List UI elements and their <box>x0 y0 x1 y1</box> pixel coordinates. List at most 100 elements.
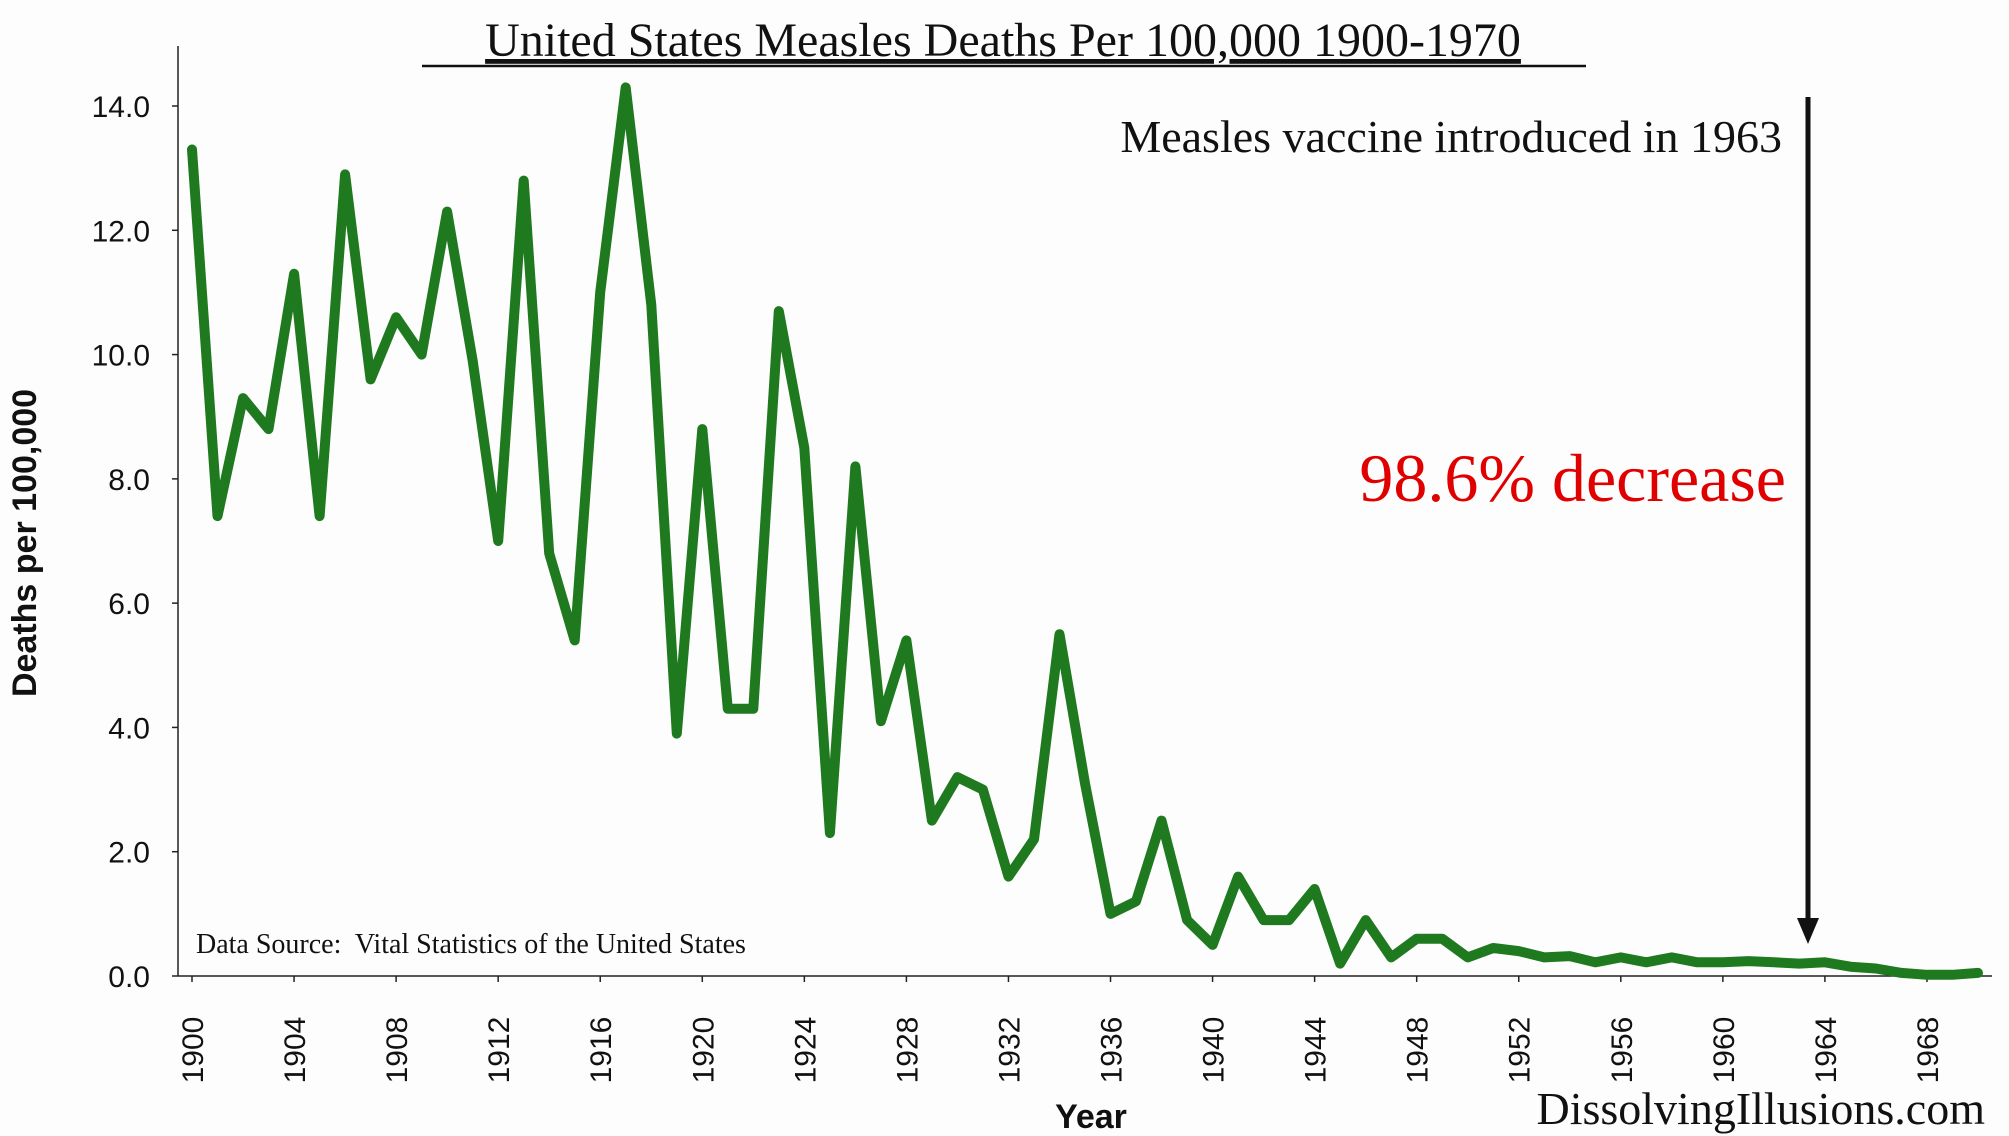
x-tick-label: 1936 <box>1096 1017 1129 1084</box>
data-point-1952 <box>1514 947 1523 956</box>
data-point-1927 <box>876 717 885 726</box>
data-point-1951 <box>1489 944 1498 953</box>
data-point-1939 <box>1183 916 1192 925</box>
data-point-1922 <box>749 704 758 713</box>
data-point-1965 <box>1846 962 1855 971</box>
data-point-1949 <box>1438 934 1447 943</box>
data-point-1966 <box>1871 964 1880 973</box>
data-point-1937 <box>1132 897 1141 906</box>
data-point-1970 <box>1974 968 1982 977</box>
data-point-1933 <box>1029 835 1038 844</box>
data-point-1934 <box>1055 630 1064 639</box>
y-axis-label: Deaths per 100,000 <box>6 389 44 697</box>
data-point-1954 <box>1565 952 1574 961</box>
data-point-1959 <box>1693 958 1702 967</box>
data-point-1914 <box>545 549 554 558</box>
data-point-1919 <box>672 729 681 738</box>
data-point-1905 <box>315 512 324 521</box>
data-point-1912 <box>494 537 503 545</box>
data-point-1945 <box>1336 959 1345 968</box>
data-point-1924 <box>800 443 809 452</box>
x-tick-label: 1964 <box>1810 1017 1843 1084</box>
data-point-1968 <box>1922 970 1931 979</box>
data-points <box>188 83 1982 979</box>
data-point-1964 <box>1820 958 1829 967</box>
decrease-annotation: 98.6% decrease <box>1359 440 1786 516</box>
data-point-1948 <box>1412 934 1421 943</box>
x-tick-label: 1908 <box>381 1017 414 1084</box>
x-tick-label: 1940 <box>1198 1017 1231 1084</box>
x-tick-label: 1960 <box>1708 1017 1741 1084</box>
x-tick-label: 1952 <box>1504 1017 1537 1084</box>
y-tick-label: 12.0 <box>92 215 150 248</box>
data-point-1904 <box>290 269 299 278</box>
x-tick-label: 1924 <box>789 1017 822 1084</box>
x-tick-label: 1956 <box>1606 1017 1639 1084</box>
data-point-1915 <box>570 636 579 645</box>
data-point-1950 <box>1463 953 1472 962</box>
data-point-1909 <box>417 350 426 359</box>
data-point-1901 <box>213 512 222 521</box>
data-point-1910 <box>443 207 452 216</box>
data-point-1955 <box>1591 958 1600 967</box>
y-tick-label: 0.0 <box>108 961 150 994</box>
data-point-1918 <box>647 300 656 309</box>
watermark: DissolvingIllusions.com <box>1536 1083 1985 1134</box>
data-point-1941 <box>1234 872 1243 881</box>
data-point-1962 <box>1769 958 1778 967</box>
data-point-1900 <box>188 145 196 154</box>
x-tick-label: 1920 <box>687 1017 720 1084</box>
data-point-1943 <box>1285 916 1294 925</box>
data-point-1923 <box>774 307 783 316</box>
y-tick-label: 6.0 <box>108 588 150 621</box>
y-tick-label: 4.0 <box>108 712 150 745</box>
x-tick-label: 1904 <box>279 1017 312 1084</box>
data-point-1967 <box>1897 968 1906 977</box>
data-point-1961 <box>1744 957 1753 966</box>
data-point-1911 <box>468 356 477 365</box>
data-point-1908 <box>392 313 401 322</box>
x-tick-label: 1944 <box>1300 1017 1333 1084</box>
data-point-1947 <box>1387 953 1396 962</box>
data-point-1916 <box>596 288 605 297</box>
data-point-1946 <box>1361 916 1370 925</box>
x-tick-label: 1968 <box>1912 1017 1945 1084</box>
x-tick-label: 1932 <box>993 1017 1026 1084</box>
data-point-1926 <box>851 462 860 471</box>
data-point-1963 <box>1795 959 1804 968</box>
chart-title: United States Measles Deaths Per 100,000… <box>485 14 1521 67</box>
y-tick-label: 14.0 <box>92 91 150 124</box>
data-point-1935 <box>1081 779 1089 788</box>
data-point-1928 <box>902 636 911 645</box>
data-point-1969 <box>1948 970 1957 979</box>
data-point-1913 <box>519 176 528 185</box>
x-tick-label: 1912 <box>483 1017 516 1084</box>
data-source-note: Data Source: Vital Statistics of the Uni… <box>196 929 746 960</box>
data-point-1958 <box>1667 953 1676 962</box>
data-point-1960 <box>1718 958 1727 967</box>
vaccine-arrow-head <box>1797 918 1819 944</box>
x-axis-label: Year <box>1055 1098 1127 1136</box>
data-point-1956 <box>1616 953 1625 962</box>
y-tick-label: 10.0 <box>92 340 150 373</box>
data-point-1953 <box>1540 953 1549 962</box>
x-tick-label: 1916 <box>585 1017 618 1084</box>
data-point-1907 <box>366 375 375 384</box>
y-ticks: 0.0 2.0 4.0 6.0 8.0 10.0 12.0 14.0 <box>92 91 178 994</box>
y-tick-label: 2.0 <box>108 837 150 870</box>
data-point-1957 <box>1642 958 1651 967</box>
vaccine-annotation: Measles vaccine introduced in 1963 <box>1120 111 1782 162</box>
data-point-1902 <box>239 394 248 403</box>
data-point-1940 <box>1208 940 1217 949</box>
x-tick-label: 1948 <box>1402 1017 1435 1084</box>
data-point-1917 <box>621 83 630 92</box>
data-point-1942 <box>1259 916 1268 925</box>
data-point-1925 <box>825 829 834 838</box>
data-point-1906 <box>341 170 350 179</box>
data-point-1929 <box>927 816 936 825</box>
data-point-1903 <box>264 425 273 434</box>
x-tick-label: 1900 <box>177 1017 210 1084</box>
